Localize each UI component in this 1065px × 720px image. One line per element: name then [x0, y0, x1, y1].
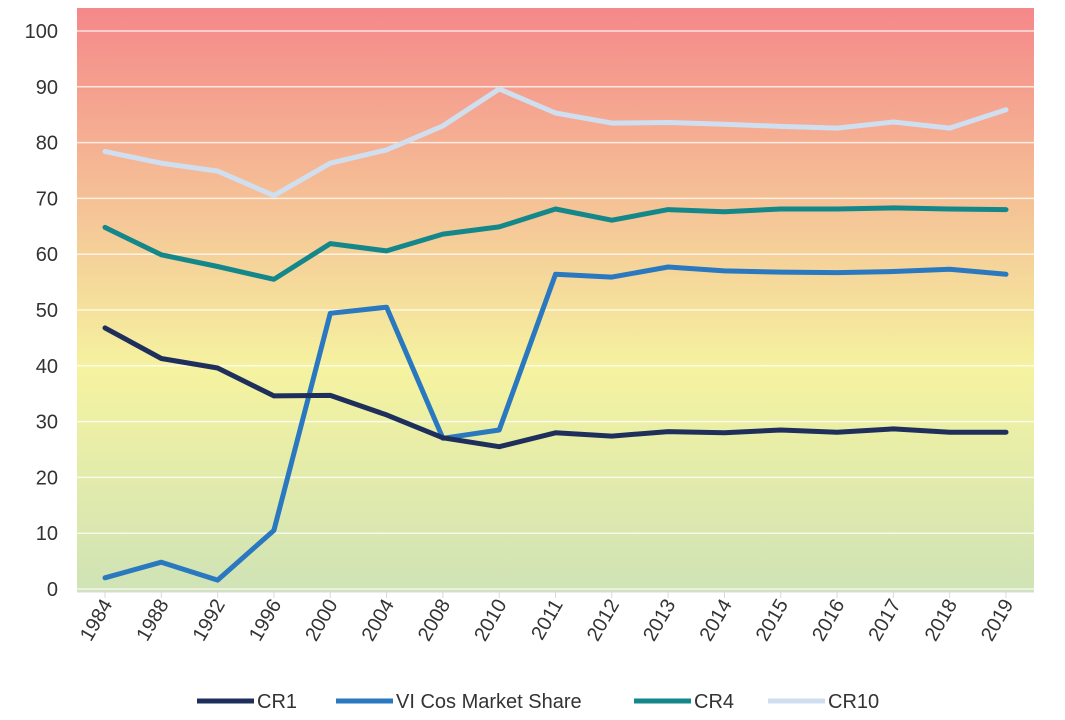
x-tick-label: 2016	[808, 596, 849, 646]
series-line-vi-cos-market-share	[102, 264, 1009, 583]
y-tick-label: 50	[36, 300, 58, 322]
y-tick-label: 30	[36, 412, 58, 434]
x-tick-label: 2010	[470, 596, 511, 646]
series-lines	[102, 86, 1009, 583]
x-tick-label: 1996	[245, 596, 286, 646]
series-line-cr1	[102, 325, 1009, 450]
y-tick-label: 60	[36, 244, 58, 266]
x-tick-label: 1984	[76, 596, 117, 646]
y-tick-label: 100	[25, 21, 58, 43]
legend-label: CR1	[257, 691, 297, 713]
legend-label: CR4	[694, 691, 734, 713]
x-tick-label: 2011	[527, 596, 568, 644]
x-tick-label: 2015	[752, 596, 793, 646]
x-tick-label: 2014	[695, 596, 736, 646]
y-tick-label: 20	[36, 467, 58, 489]
y-tick-label: 80	[36, 133, 58, 155]
legend: CR1 VI Cos Market Share CR4 CR10	[197, 691, 879, 713]
legend-label: CR10	[828, 691, 879, 713]
x-tick-label: 2018	[921, 596, 962, 646]
x-tick-label: 2004	[358, 596, 399, 646]
y-tick-label: 10	[36, 523, 58, 545]
y-axis: 0 10 20 30 40 50 60 70 80 90 100	[25, 21, 58, 601]
x-tick-label: 2013	[639, 596, 680, 646]
plot-background	[77, 8, 1034, 592]
y-tick-label: 0	[47, 579, 58, 601]
series-line-cr4	[102, 205, 1009, 282]
x-tick-label: 2019	[977, 596, 1018, 646]
x-tick-label: 1992	[189, 596, 230, 646]
y-tick-label: 90	[36, 77, 58, 99]
x-tick-label: 2012	[583, 596, 624, 646]
x-tick-label: 2017	[864, 596, 905, 646]
y-tick-label: 70	[36, 188, 58, 210]
x-tick-label: 1988	[132, 596, 173, 646]
series-line-cr10	[102, 86, 1009, 199]
legend-label: VI Cos Market Share	[396, 691, 582, 713]
x-axis: 1984 1988 1992 1996 2000 2004 2008 2010 2011 2012…	[76, 591, 1034, 646]
y-tick-label: 40	[36, 356, 58, 378]
gridlines	[77, 30, 1034, 590]
x-tick-label: 2008	[414, 596, 455, 646]
x-tick-label: 2000	[301, 596, 342, 646]
